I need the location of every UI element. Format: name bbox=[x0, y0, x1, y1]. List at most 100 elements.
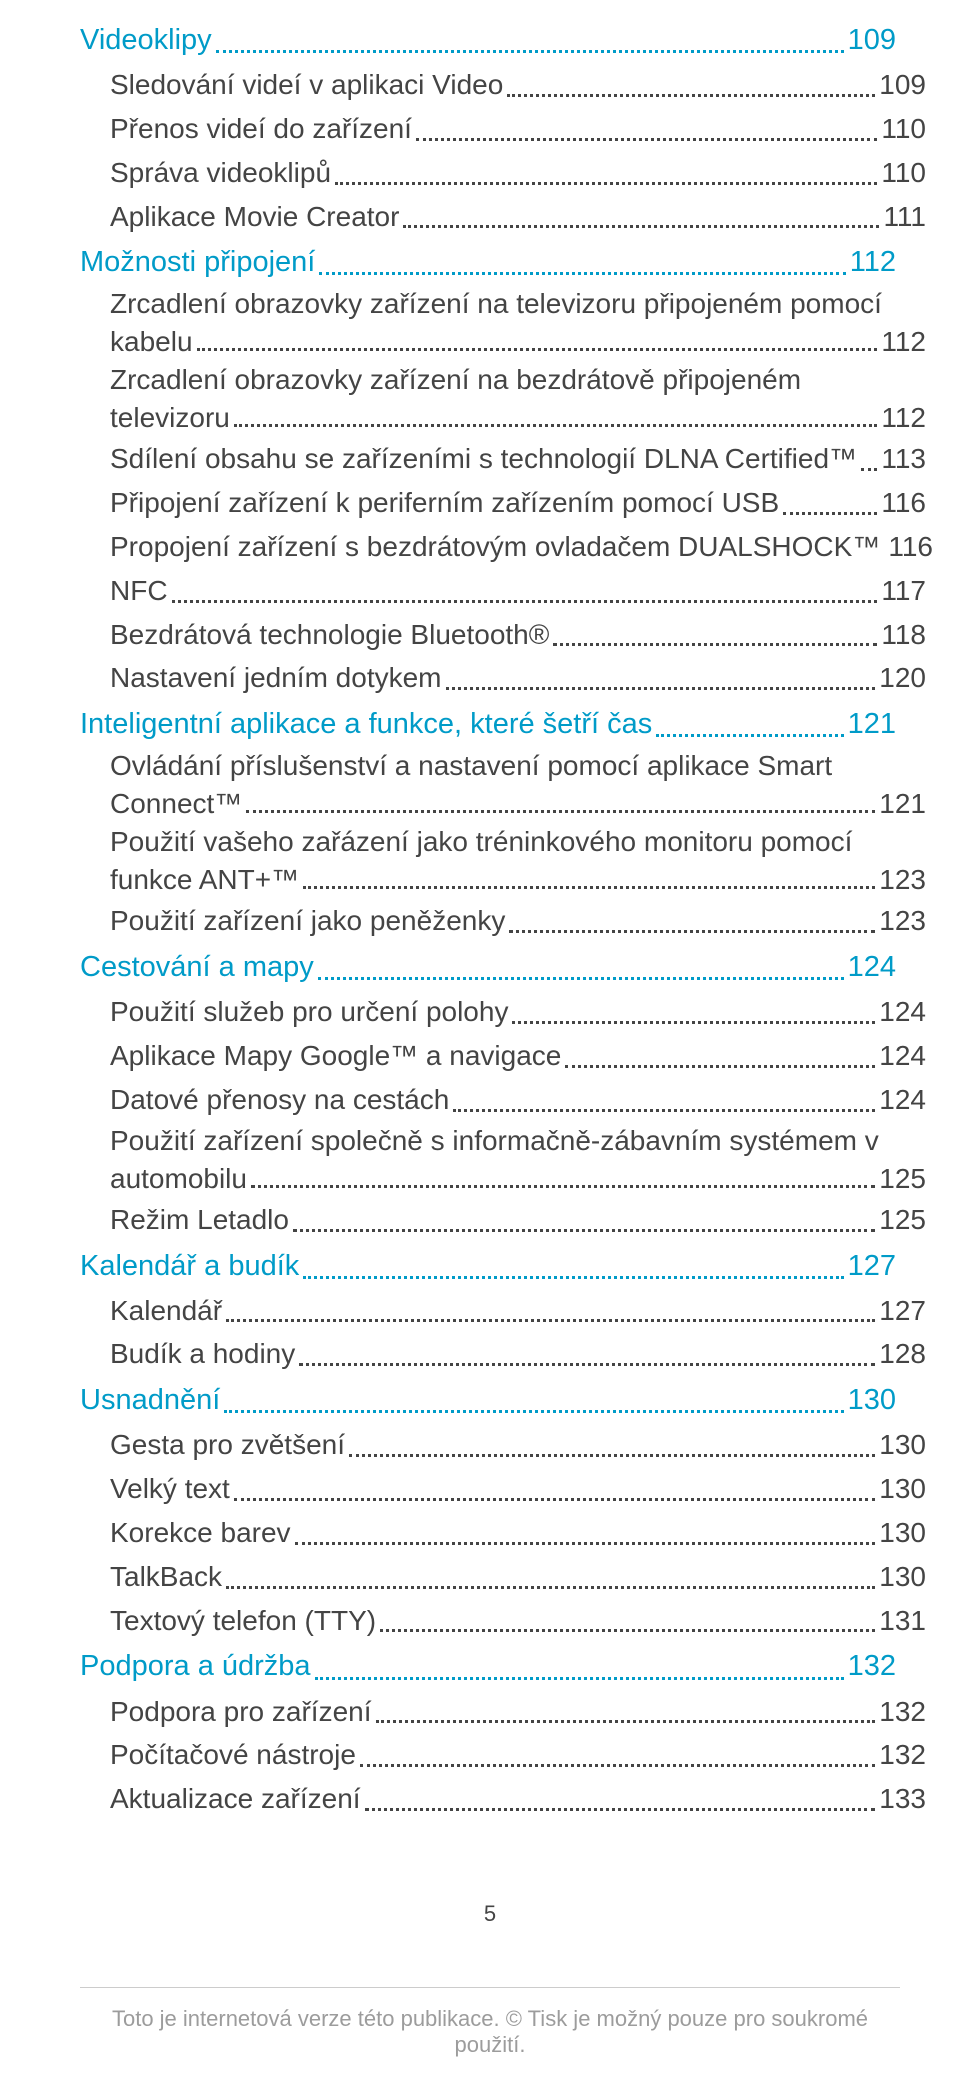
dot-leader bbox=[861, 468, 877, 471]
toc-item[interactable]: TalkBack130 bbox=[80, 1555, 930, 1599]
toc-item[interactable]: Gesta pro zvětšení130 bbox=[80, 1423, 930, 1467]
toc-item[interactable]: Podpora pro zařízení132 bbox=[80, 1690, 930, 1734]
toc-item[interactable]: Sledování videí v aplikaci Video109 bbox=[80, 63, 930, 107]
dot-leader bbox=[303, 886, 875, 889]
toc-label: Nastavení jedním dotykem bbox=[110, 659, 442, 697]
toc-item[interactable]: Přenos videí do zařízení110 bbox=[80, 107, 930, 151]
toc-page-number: 124 bbox=[879, 1037, 930, 1075]
toc-section[interactable]: Cestování a mapy124 bbox=[80, 945, 900, 990]
toc-label: Zrcadlení obrazovky zařízení na televizo… bbox=[110, 285, 930, 323]
dot-leader bbox=[453, 1109, 875, 1112]
dot-leader bbox=[349, 1454, 875, 1457]
dot-leader bbox=[507, 94, 875, 97]
toc-item[interactable]: Použití služeb pro určení polohy124 bbox=[80, 990, 930, 1034]
toc-item[interactable]: Budík a hodiny128 bbox=[80, 1332, 930, 1376]
footer-note: Toto je internetová verze této publikace… bbox=[80, 1987, 900, 2088]
toc-item[interactable]: Použití zařízení jako peněženky 123 bbox=[80, 899, 930, 943]
toc-item[interactable]: Sdílení obsahu se zařízeními s technolog… bbox=[80, 437, 930, 481]
toc-page-number: 125 bbox=[879, 1163, 930, 1195]
toc-section[interactable]: Usnadnění130 bbox=[80, 1378, 900, 1423]
toc-item[interactable]: Použití zařízení společně s informačně-z… bbox=[80, 1122, 930, 1198]
dot-leader bbox=[416, 138, 877, 141]
toc-label: Zrcadlení obrazovky zařízení na bezdráto… bbox=[110, 361, 930, 399]
toc-label: Kalendář bbox=[110, 1292, 222, 1330]
toc-page-number: 130 bbox=[848, 1381, 900, 1420]
toc-item[interactable]: Aktualizace zařízení133 bbox=[80, 1777, 930, 1821]
toc-item[interactable]: Zrcadlení obrazovky zařízení na bezdráto… bbox=[80, 361, 930, 437]
toc-section[interactable]: Inteligentní aplikace a funkce, které še… bbox=[80, 702, 900, 747]
toc-page-number: 130 bbox=[879, 1558, 930, 1596]
toc-label: Datové přenosy na cestách bbox=[110, 1081, 449, 1119]
toc-label: Textový telefon (TTY) bbox=[110, 1602, 376, 1640]
dot-leader bbox=[319, 272, 845, 275]
toc-item[interactable]: Velký text130 bbox=[80, 1467, 930, 1511]
toc-page-number: 123 bbox=[879, 902, 930, 940]
toc-label: Videoklipy bbox=[80, 21, 212, 60]
toc-label: Kalendář a budík bbox=[80, 1247, 299, 1286]
toc-item[interactable]: Aplikace Mapy Google™ a navigace124 bbox=[80, 1034, 930, 1078]
toc-item[interactable]: Aplikace Movie Creator111 bbox=[80, 195, 930, 239]
dot-leader bbox=[365, 1808, 876, 1811]
toc-item[interactable]: Textový telefon (TTY) 131 bbox=[80, 1599, 930, 1643]
dot-leader bbox=[509, 930, 875, 933]
toc-label: Počítačové nástroje bbox=[110, 1736, 356, 1774]
dot-leader bbox=[246, 810, 875, 813]
dot-leader bbox=[293, 1229, 875, 1232]
toc-page-number: 112 bbox=[881, 402, 930, 434]
toc-page-number: 124 bbox=[879, 1081, 930, 1119]
toc-page-number: 116 bbox=[881, 484, 930, 522]
toc-item[interactable]: Zrcadlení obrazovky zařízení na televizo… bbox=[80, 285, 930, 361]
toc-section[interactable]: Kalendář a budík 127 bbox=[80, 1244, 900, 1289]
toc-section[interactable]: Videoklipy109 bbox=[80, 18, 900, 63]
toc-label: Korekce barev bbox=[110, 1514, 291, 1552]
toc-item[interactable]: Režim Letadlo125 bbox=[80, 1198, 930, 1242]
dot-leader bbox=[565, 1065, 875, 1068]
toc-item[interactable]: Ovládání příslušenství a nastavení pomoc… bbox=[80, 747, 930, 823]
toc-item[interactable]: Správa videoklipů110 bbox=[80, 151, 930, 195]
toc-page-number: 118 bbox=[881, 616, 930, 654]
toc-label: Bezdrátová technologie Bluetooth® bbox=[110, 616, 549, 654]
toc-label: Connect™ bbox=[110, 788, 242, 820]
toc-item[interactable]: NFC117 bbox=[80, 569, 930, 613]
toc-section[interactable]: Možnosti připojení112 bbox=[80, 240, 900, 285]
toc-item[interactable]: Propojení zařízení s bezdrátovým ovladač… bbox=[80, 525, 930, 569]
toc-item[interactable]: Datové přenosy na cestách 124 bbox=[80, 1078, 930, 1122]
toc-item[interactable]: Počítačové nástroje 132 bbox=[80, 1733, 930, 1777]
toc-item[interactable]: Bezdrátová technologie Bluetooth® 118 bbox=[80, 613, 930, 657]
toc-page-number: 132 bbox=[879, 1736, 930, 1774]
dot-leader bbox=[234, 1498, 875, 1501]
toc-page-number: 109 bbox=[879, 66, 930, 104]
toc-item[interactable]: Připojení zařízení k periferním zařízení… bbox=[80, 481, 930, 525]
dot-leader bbox=[224, 1410, 843, 1413]
toc-item[interactable]: Korekce barev130 bbox=[80, 1511, 930, 1555]
toc-label: Použití vašeho zařázení jako tréninkovéh… bbox=[110, 823, 930, 861]
dot-leader bbox=[197, 348, 878, 351]
dot-leader bbox=[226, 1586, 875, 1589]
toc-page-number: 112 bbox=[881, 326, 930, 358]
toc-page-number: 124 bbox=[879, 993, 930, 1031]
toc-label: kabelu bbox=[110, 326, 193, 358]
toc-item[interactable]: Kalendář127 bbox=[80, 1289, 930, 1333]
toc-item[interactable]: Použití vašeho zařázení jako tréninkovéh… bbox=[80, 823, 930, 899]
toc-page-number: 117 bbox=[881, 572, 930, 610]
dot-leader bbox=[172, 600, 878, 603]
toc-page-number: 131 bbox=[879, 1602, 930, 1640]
toc-label: Sdílení obsahu se zařízeními s technolog… bbox=[110, 440, 857, 478]
toc-page-number: 127 bbox=[848, 1247, 900, 1286]
toc-page-number: 116 bbox=[888, 528, 937, 566]
toc-label: Aplikace Movie Creator bbox=[110, 198, 399, 236]
toc-label: Propojení zařízení s bezdrátovým ovladač… bbox=[110, 528, 880, 566]
toc-label: Přenos videí do zařízení bbox=[110, 110, 412, 148]
toc-section[interactable]: Podpora a údržba132 bbox=[80, 1644, 900, 1689]
dot-leader bbox=[376, 1720, 876, 1723]
dot-leader bbox=[360, 1764, 875, 1767]
toc-label: Použití zařízení společně s informačně-z… bbox=[110, 1122, 930, 1160]
toc-label: Ovládání příslušenství a nastavení pomoc… bbox=[110, 747, 930, 785]
toc-label: Podpora a údržba bbox=[80, 1647, 311, 1686]
toc-label: Aktualizace zařízení bbox=[110, 1780, 361, 1818]
toc-label: Použití zařízení jako peněženky bbox=[110, 902, 505, 940]
toc-label: televizoru bbox=[110, 402, 230, 434]
dot-leader bbox=[303, 1276, 843, 1279]
dot-leader bbox=[251, 1185, 875, 1188]
toc-item[interactable]: Nastavení jedním dotykem120 bbox=[80, 656, 930, 700]
